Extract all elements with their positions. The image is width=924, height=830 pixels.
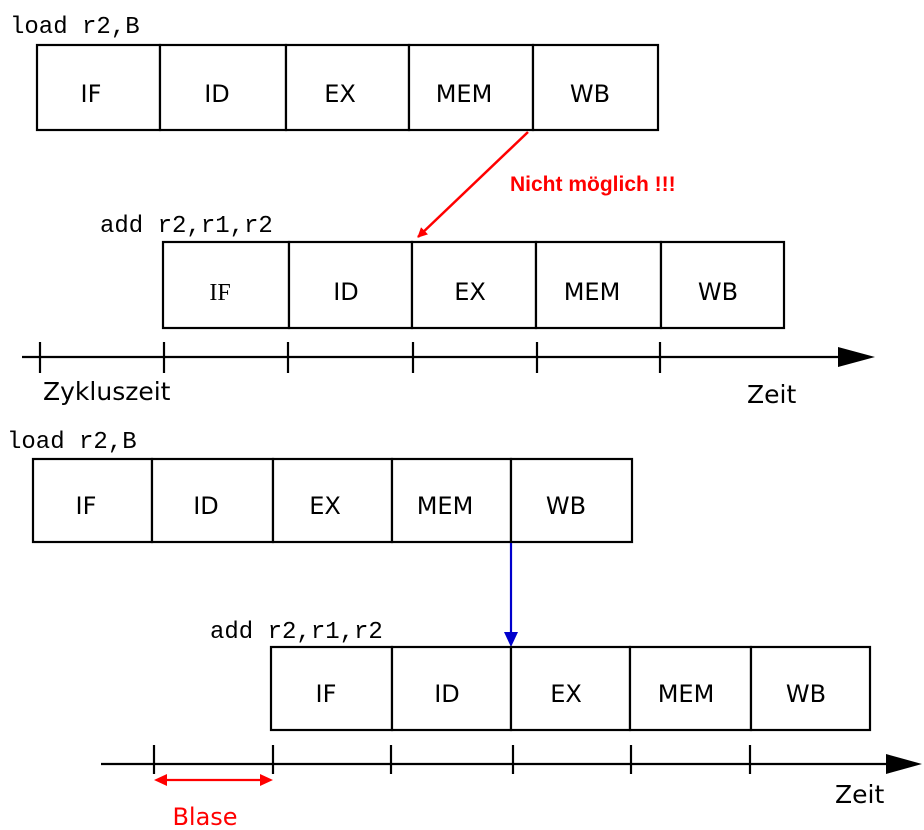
bubble-label: Blase bbox=[172, 803, 237, 830]
top-time-axis bbox=[22, 342, 875, 373]
stage-id: ID bbox=[204, 80, 230, 108]
stage-id: ID bbox=[193, 492, 219, 520]
bubble-span-arrow bbox=[154, 774, 273, 786]
stage-ex: EX bbox=[550, 680, 582, 708]
forwarding-arrow-red bbox=[417, 131, 529, 238]
stage-ex: EX bbox=[454, 278, 486, 306]
bottom-load-instruction: load r2,B bbox=[7, 429, 137, 456]
blue-arrowhead bbox=[504, 632, 518, 647]
stage-wb: WB bbox=[786, 680, 826, 708]
top-add-instruction: add r2,r1,r2 bbox=[100, 213, 273, 240]
stage-id: ID bbox=[333, 278, 359, 306]
bottom-time-axis bbox=[101, 745, 922, 774]
not-possible-note: Nicht möglich !!! bbox=[510, 173, 676, 196]
stage-ex: EX bbox=[324, 80, 356, 108]
stage-mem: MEM bbox=[436, 80, 493, 108]
stage-mem: MEM bbox=[417, 492, 474, 520]
stage-mem: MEM bbox=[564, 278, 621, 306]
cycle-time-label: Zykluszeit bbox=[43, 377, 171, 406]
top-load-instruction: load r2,B bbox=[10, 14, 140, 41]
stage-ex: EX bbox=[309, 492, 341, 520]
stage-if: IF bbox=[76, 492, 97, 520]
time-label-bottom: Zeit bbox=[835, 780, 884, 809]
stage-if: IF bbox=[316, 680, 337, 708]
top-add-pipeline: IF ID EX MEM WB bbox=[161, 240, 786, 330]
stage-wb: WB bbox=[698, 278, 738, 306]
bottom-add-instruction: add r2,r1,r2 bbox=[210, 619, 383, 646]
top-load-pipeline: IF ID EX MEM WB bbox=[35, 43, 660, 132]
stage-if: IF bbox=[209, 280, 230, 306]
stage-if: IF bbox=[81, 80, 102, 108]
stage-mem: MEM bbox=[658, 680, 715, 708]
bottom-load-pipeline: IF ID EX MEM WB bbox=[31, 457, 634, 544]
bottom-add-pipeline: IF ID EX MEM WB bbox=[269, 645, 872, 732]
stage-wb: WB bbox=[546, 492, 586, 520]
stage-wb: WB bbox=[570, 80, 610, 108]
stage-id: ID bbox=[434, 680, 460, 708]
time-label-top: Zeit bbox=[747, 380, 796, 409]
